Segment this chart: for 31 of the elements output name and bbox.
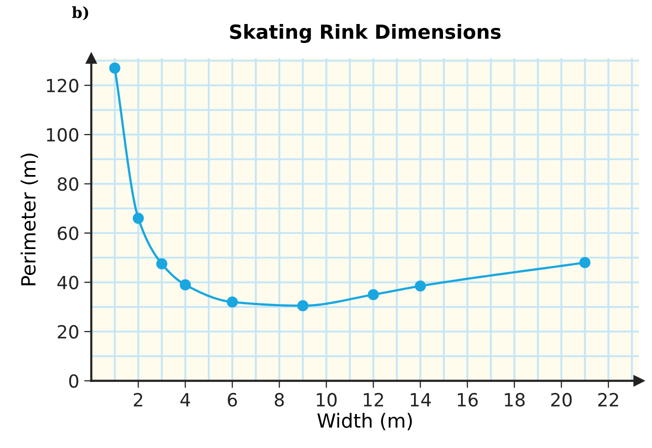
y-tick-label: 60	[58, 226, 78, 240]
x-tick-label: 12	[364, 392, 384, 406]
x-axis-title: Width (m)	[317, 412, 412, 430]
x-tick-label: 18	[504, 392, 525, 407]
point	[368, 289, 379, 300]
chart-title: Skating Rink Dimensions	[230, 24, 501, 43]
x-tick-label: 4	[180, 393, 190, 406]
y-tick-label: 120	[46, 78, 78, 92]
y-tick-label: 20	[58, 325, 78, 339]
y-tick-label: 0	[69, 374, 78, 388]
y-tick-label: 100	[46, 128, 78, 142]
x-tick-label: 22	[598, 392, 618, 406]
x-tick-label: 14	[410, 393, 431, 406]
x-tick-label: 6	[228, 392, 237, 407]
point	[180, 279, 191, 290]
point	[156, 258, 168, 270]
point	[226, 296, 238, 308]
text: b)	[72, 6, 88, 20]
x-tick-label: 10	[316, 392, 337, 407]
x-tick-label: 20	[551, 392, 572, 407]
x-tick-label: 2	[134, 392, 142, 406]
point	[109, 62, 120, 74]
y-tick-label: 80	[58, 177, 78, 191]
y-axis-title: Perimeter (m)	[20, 154, 38, 286]
point	[132, 212, 144, 224]
point	[297, 300, 308, 312]
x-tick-label: 16	[458, 392, 478, 407]
point	[414, 280, 426, 292]
x-tick-label: 8	[274, 392, 284, 407]
y-tick-label: 40	[57, 276, 78, 290]
point	[579, 257, 590, 268]
